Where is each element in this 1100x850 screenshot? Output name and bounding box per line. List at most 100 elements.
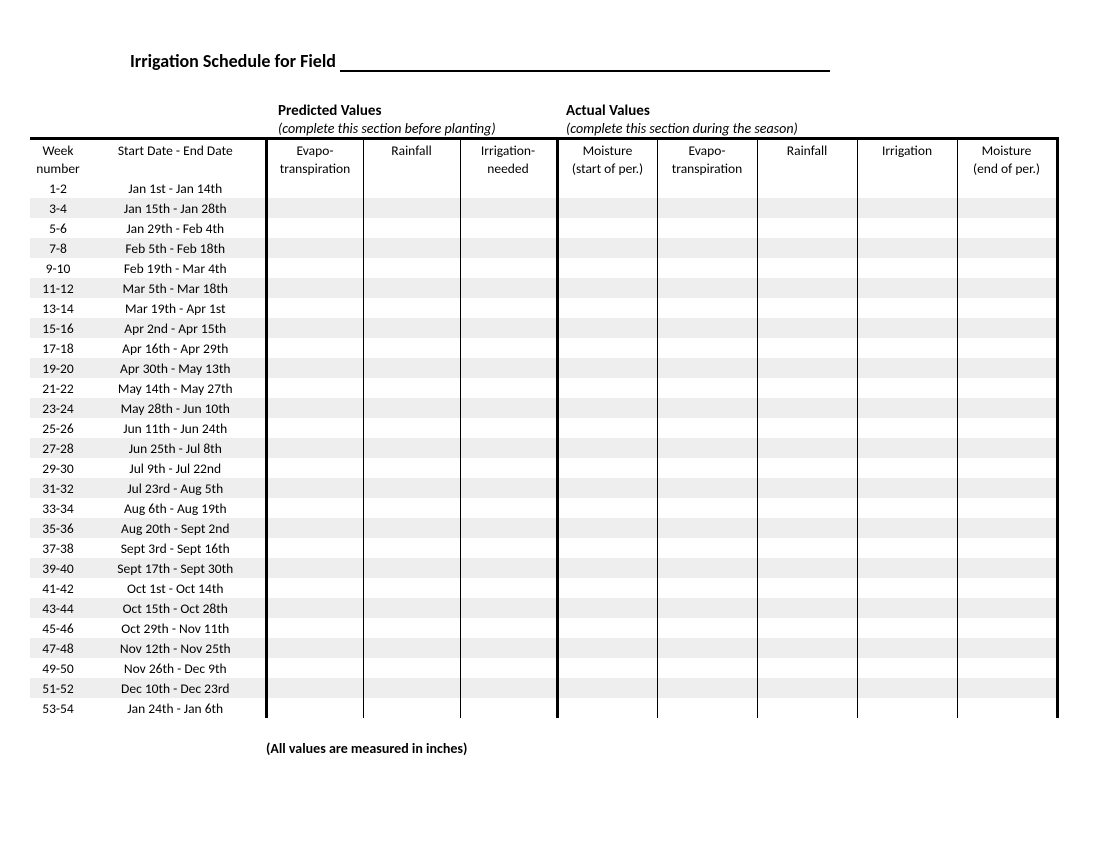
cell-pred-rain[interactable] — [363, 238, 460, 258]
cell-act-irr[interactable] — [857, 218, 957, 238]
cell-act-evapo[interactable] — [657, 678, 757, 698]
cell-act-mstart[interactable] — [557, 198, 657, 218]
cell-act-mend[interactable] — [957, 558, 1057, 578]
cell-act-rain[interactable] — [757, 198, 857, 218]
cell-pred-rain[interactable] — [363, 178, 460, 198]
cell-act-evapo[interactable] — [657, 618, 757, 638]
cell-pred-irr[interactable] — [460, 398, 557, 418]
cell-pred-rain[interactable] — [363, 298, 460, 318]
cell-act-mend[interactable] — [957, 278, 1057, 298]
cell-act-evapo[interactable] — [657, 358, 757, 378]
cell-pred-rain[interactable] — [363, 318, 460, 338]
cell-pred-evapo[interactable] — [266, 218, 363, 238]
cell-act-rain[interactable] — [757, 378, 857, 398]
cell-pred-evapo[interactable] — [266, 598, 363, 618]
cell-act-rain[interactable] — [757, 238, 857, 258]
cell-pred-irr[interactable] — [460, 458, 557, 478]
cell-pred-evapo[interactable] — [266, 498, 363, 518]
cell-pred-rain[interactable] — [363, 478, 460, 498]
cell-act-rain[interactable] — [757, 558, 857, 578]
cell-act-mstart[interactable] — [557, 598, 657, 618]
cell-pred-irr[interactable] — [460, 558, 557, 578]
cell-act-evapo[interactable] — [657, 558, 757, 578]
cell-pred-evapo[interactable] — [266, 378, 363, 398]
cell-act-mstart[interactable] — [557, 478, 657, 498]
cell-act-mstart[interactable] — [557, 338, 657, 358]
cell-act-evapo[interactable] — [657, 498, 757, 518]
cell-act-mend[interactable] — [957, 658, 1057, 678]
cell-pred-irr[interactable] — [460, 498, 557, 518]
cell-pred-evapo[interactable] — [266, 398, 363, 418]
cell-act-evapo[interactable] — [657, 518, 757, 538]
cell-act-rain[interactable] — [757, 618, 857, 638]
cell-pred-irr[interactable] — [460, 418, 557, 438]
cell-act-mstart[interactable] — [557, 358, 657, 378]
cell-act-mend[interactable] — [957, 358, 1057, 378]
cell-pred-rain[interactable] — [363, 638, 460, 658]
cell-pred-rain[interactable] — [363, 698, 460, 718]
cell-pred-evapo[interactable] — [266, 238, 363, 258]
cell-act-irr[interactable] — [857, 638, 957, 658]
cell-act-irr[interactable] — [857, 338, 957, 358]
cell-act-rain[interactable] — [757, 698, 857, 718]
cell-act-mend[interactable] — [957, 218, 1057, 238]
cell-act-rain[interactable] — [757, 358, 857, 378]
cell-act-evapo[interactable] — [657, 478, 757, 498]
cell-act-mend[interactable] — [957, 598, 1057, 618]
cell-act-irr[interactable] — [857, 178, 957, 198]
cell-act-rain[interactable] — [757, 338, 857, 358]
cell-act-mstart[interactable] — [557, 578, 657, 598]
cell-act-rain[interactable] — [757, 258, 857, 278]
cell-act-mend[interactable] — [957, 478, 1057, 498]
cell-act-rain[interactable] — [757, 178, 857, 198]
cell-act-mend[interactable] — [957, 518, 1057, 538]
cell-act-irr[interactable] — [857, 478, 957, 498]
cell-pred-evapo[interactable] — [266, 278, 363, 298]
cell-act-evapo[interactable] — [657, 198, 757, 218]
cell-act-irr[interactable] — [857, 358, 957, 378]
cell-act-mstart[interactable] — [557, 398, 657, 418]
cell-pred-irr[interactable] — [460, 258, 557, 278]
cell-act-irr[interactable] — [857, 318, 957, 338]
cell-pred-irr[interactable] — [460, 318, 557, 338]
cell-act-rain[interactable] — [757, 638, 857, 658]
cell-act-evapo[interactable] — [657, 538, 757, 558]
cell-act-mstart[interactable] — [557, 538, 657, 558]
cell-act-irr[interactable] — [857, 278, 957, 298]
cell-pred-irr[interactable] — [460, 298, 557, 318]
cell-act-mend[interactable] — [957, 498, 1057, 518]
cell-act-rain[interactable] — [757, 518, 857, 538]
cell-pred-rain[interactable] — [363, 338, 460, 358]
cell-act-evapo[interactable] — [657, 238, 757, 258]
cell-act-evapo[interactable] — [657, 318, 757, 338]
cell-pred-evapo[interactable] — [266, 178, 363, 198]
cell-act-evapo[interactable] — [657, 658, 757, 678]
cell-act-mend[interactable] — [957, 418, 1057, 438]
cell-pred-rain[interactable] — [363, 258, 460, 278]
cell-act-evapo[interactable] — [657, 258, 757, 278]
cell-act-rain[interactable] — [757, 598, 857, 618]
cell-pred-rain[interactable] — [363, 678, 460, 698]
cell-act-rain[interactable] — [757, 498, 857, 518]
cell-pred-rain[interactable] — [363, 598, 460, 618]
cell-act-mstart[interactable] — [557, 458, 657, 478]
cell-pred-irr[interactable] — [460, 578, 557, 598]
cell-pred-evapo[interactable] — [266, 318, 363, 338]
cell-pred-evapo[interactable] — [266, 358, 363, 378]
cell-act-mstart[interactable] — [557, 218, 657, 238]
cell-pred-evapo[interactable] — [266, 198, 363, 218]
cell-act-rain[interactable] — [757, 538, 857, 558]
cell-act-mend[interactable] — [957, 318, 1057, 338]
cell-act-mend[interactable] — [957, 378, 1057, 398]
cell-act-evapo[interactable] — [657, 398, 757, 418]
cell-act-irr[interactable] — [857, 298, 957, 318]
cell-act-mend[interactable] — [957, 538, 1057, 558]
cell-pred-rain[interactable] — [363, 658, 460, 678]
cell-act-irr[interactable] — [857, 698, 957, 718]
cell-pred-evapo[interactable] — [266, 338, 363, 358]
cell-pred-rain[interactable] — [363, 618, 460, 638]
cell-act-evapo[interactable] — [657, 598, 757, 618]
cell-act-mend[interactable] — [957, 638, 1057, 658]
cell-pred-evapo[interactable] — [266, 618, 363, 638]
cell-pred-rain[interactable] — [363, 538, 460, 558]
